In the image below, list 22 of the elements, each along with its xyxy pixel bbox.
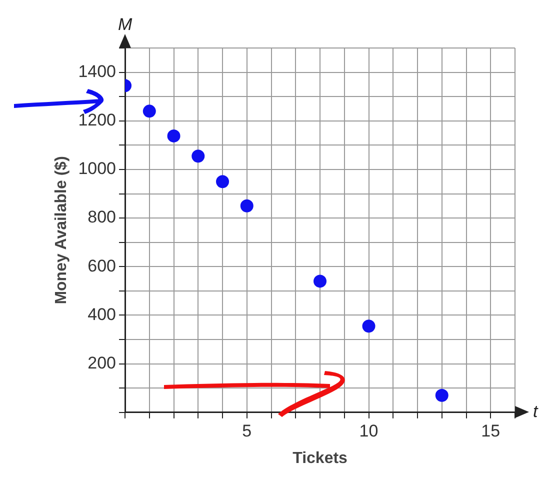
y-axis-title: Money Available ($)	[53, 156, 70, 304]
y-tick-label: 200	[88, 354, 116, 372]
text: t	[533, 402, 539, 422]
y-tick-label: 800	[88, 208, 116, 227]
point	[314, 274, 327, 288]
text: M	[118, 15, 133, 34]
point	[362, 320, 376, 333]
y-tick-label: 1200	[78, 110, 116, 130]
point	[216, 175, 230, 188]
x-axis-title: Tickets	[292, 450, 348, 467]
x-tick-label: 15	[481, 421, 500, 440]
y-tick-label: 1400	[78, 62, 116, 81]
point	[192, 150, 205, 163]
point	[142, 104, 156, 118]
x-tick-label: 10	[359, 421, 378, 440]
point	[435, 388, 448, 402]
point	[167, 129, 180, 142]
y-tick-label: 600	[88, 256, 116, 276]
x-tick-label: 5	[242, 421, 252, 440]
y-tick-label: 400	[88, 304, 116, 324]
point	[240, 199, 254, 212]
y-tick-label: 1000	[78, 159, 116, 178]
